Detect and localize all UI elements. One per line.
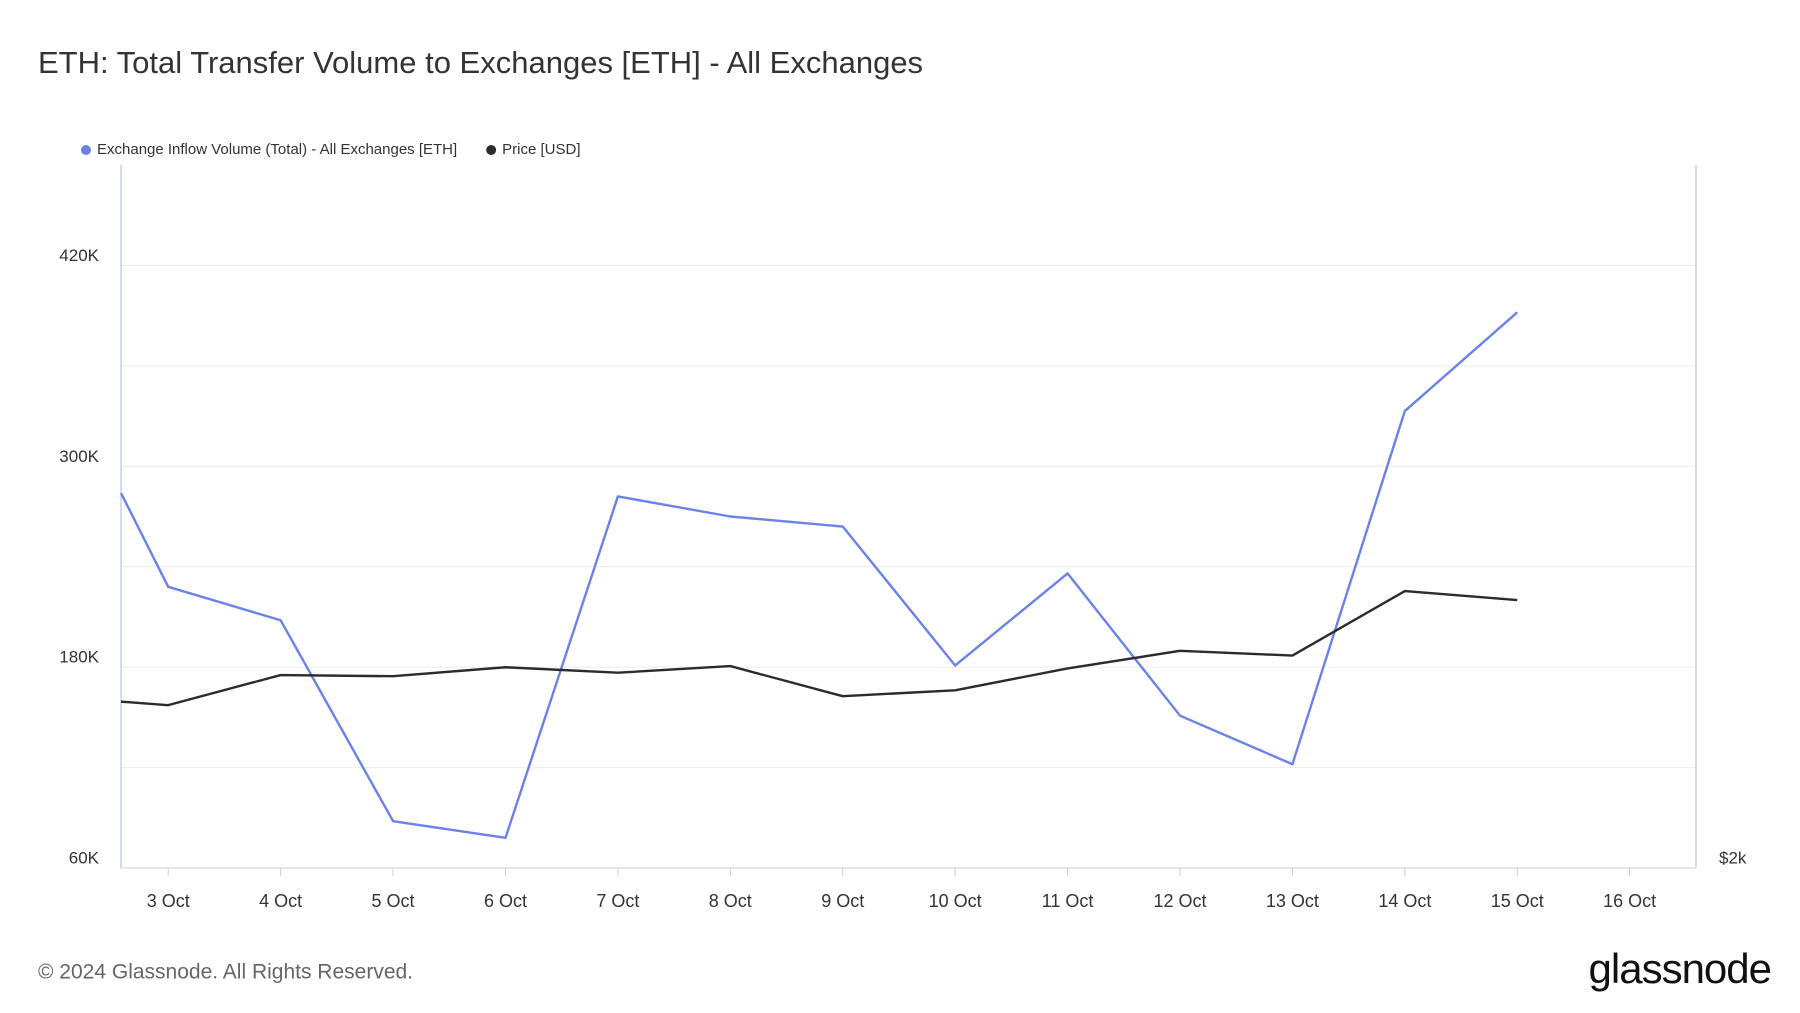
- x-tick-label: 3 Oct: [147, 891, 190, 911]
- x-tick-label: 8 Oct: [709, 891, 752, 911]
- legend-label: Exchange Inflow Volume (Total) - All Exc…: [97, 141, 457, 158]
- x-tick-label: 5 Oct: [372, 891, 415, 911]
- x-tick-label: 15 Oct: [1491, 891, 1544, 911]
- x-tick-label: 16 Oct: [1603, 891, 1656, 911]
- x-tick-label: 7 Oct: [596, 891, 639, 911]
- legend-marker: [81, 145, 91, 155]
- brand-logo: glassnode: [1589, 945, 1771, 992]
- legend-marker: [486, 145, 497, 155]
- y-tick-label: 180K: [59, 648, 99, 667]
- x-tick-label: 6 Oct: [484, 891, 527, 911]
- y2-tick-label: $2k: [1719, 848, 1747, 867]
- series-line: [119, 311, 1519, 840]
- x-tick-label: 14 Oct: [1378, 891, 1431, 911]
- y-tick-label: 60K: [69, 848, 100, 867]
- x-tick-label: 10 Oct: [929, 891, 982, 911]
- copyright: © 2024 Glassnode. All Rights Reserved.: [38, 961, 413, 984]
- x-tick-label: 11 Oct: [1042, 891, 1094, 911]
- y-tick-label: 420K: [59, 246, 99, 265]
- x-tick-label: 13 Oct: [1266, 891, 1319, 911]
- legend-label: Price [USD]: [502, 141, 580, 158]
- x-tick-label: 9 Oct: [821, 891, 864, 911]
- x-tick-label: 4 Oct: [259, 891, 302, 911]
- y-tick-label: 300K: [59, 447, 99, 466]
- x-tick-label: 12 Oct: [1153, 891, 1206, 911]
- series-line: [120, 589, 1518, 707]
- chart-title: ETH: Total Transfer Volume to Exchanges …: [38, 45, 923, 80]
